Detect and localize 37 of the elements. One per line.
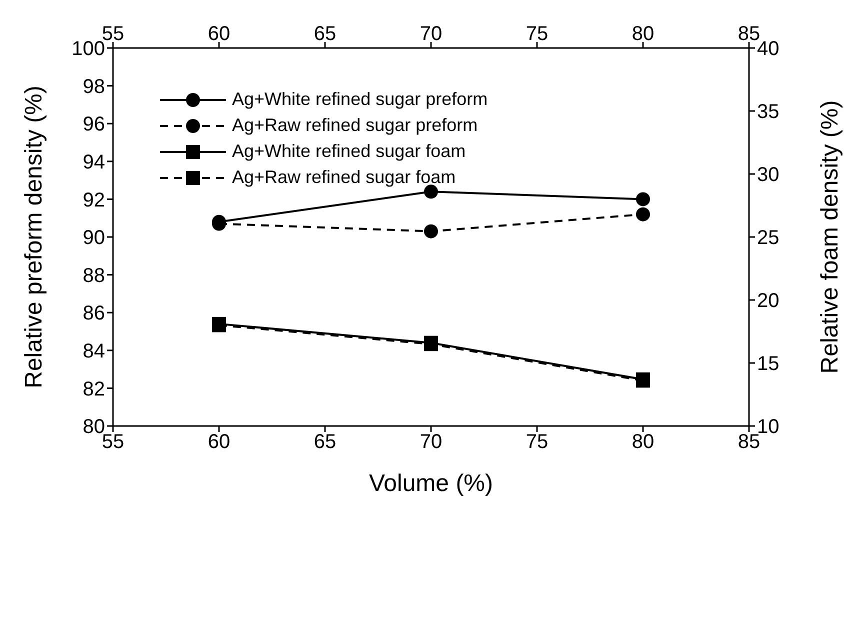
legend-label: Ag+Raw refined sugar foam [232, 167, 456, 187]
point [636, 207, 650, 222]
y2-tick-label: 35 [757, 101, 780, 124]
x2-tick-label: 80 [632, 431, 654, 454]
y-tick-label: 82 [82, 378, 105, 400]
y-tick-label: 92 [82, 189, 105, 212]
y-axis-title: Relative preform density (%) [20, 86, 48, 388]
point [424, 184, 438, 199]
legend-label: Ag+Raw refined sugar preform [232, 115, 478, 135]
x-tick-label: 70 [420, 23, 442, 45]
point [424, 224, 438, 238]
x2-tick-label: 70 [420, 431, 442, 454]
legend-label: Ag+White refined sugar preform [232, 89, 488, 109]
x2-tick-label: 60 [208, 431, 230, 454]
x-tick-label: 75 [526, 23, 548, 45]
x2-tick-label: 55 [102, 431, 124, 454]
y-tick-label: 84 [82, 340, 105, 362]
x-tick-label: 80 [632, 23, 654, 45]
x2-tick-label: 65 [314, 431, 336, 454]
x-tick-label: 60 [208, 23, 230, 45]
x2-tick-label: 75 [526, 431, 548, 454]
y2-tick-label: 20 [757, 290, 780, 312]
y-tick-label: 94 [82, 152, 105, 174]
point [636, 192, 650, 206]
x-axis-title: Volume (%) [368, 470, 494, 497]
y-tick-label: 86 [82, 302, 105, 325]
legend-label: Ag+White refined sugar foam [232, 141, 466, 161]
x-tick-label: 65 [314, 23, 336, 45]
y2-tick-label: 25 [757, 227, 780, 250]
y-tick-label: 100 [72, 38, 105, 60]
y-tick-label: 96 [82, 114, 105, 136]
y2-tick-label: 15 [757, 353, 780, 376]
y-tick-label: 88 [82, 264, 105, 287]
y2-axis-title: Relative foam density (%) [816, 100, 844, 374]
y-tick-label: 90 [82, 227, 105, 250]
y-tick-label: 98 [82, 76, 105, 98]
y2-tick-label: 30 [757, 164, 780, 186]
